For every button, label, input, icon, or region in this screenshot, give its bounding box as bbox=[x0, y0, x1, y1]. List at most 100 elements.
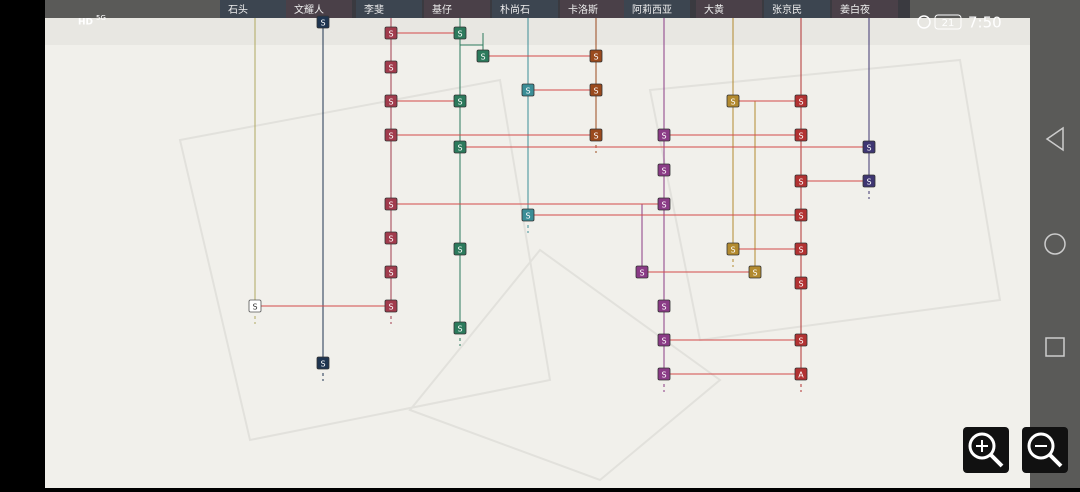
character-tab[interactable] bbox=[560, 0, 626, 18]
node-label: S bbox=[457, 144, 462, 153]
alarm-icon bbox=[917, 15, 931, 29]
node-label: S bbox=[457, 98, 462, 107]
story-node[interactable] bbox=[589, 49, 603, 63]
character-name: 李斐 bbox=[364, 3, 384, 16]
node-label: S bbox=[388, 64, 393, 73]
character-tab[interactable] bbox=[624, 0, 690, 18]
character-name: 阿莉西亚 bbox=[632, 4, 672, 16]
story-node[interactable] bbox=[384, 26, 398, 40]
story-node[interactable] bbox=[316, 15, 330, 29]
node-label: S bbox=[480, 53, 485, 62]
character-name: 姜白夜 bbox=[840, 3, 870, 16]
story-node[interactable] bbox=[453, 321, 467, 335]
node-label: S bbox=[388, 201, 393, 210]
node-label: S bbox=[593, 132, 598, 141]
character-tab[interactable] bbox=[832, 0, 898, 18]
story-node[interactable] bbox=[248, 299, 262, 313]
story-node[interactable] bbox=[384, 231, 398, 245]
story-node[interactable] bbox=[794, 128, 808, 142]
story-node[interactable] bbox=[384, 60, 398, 74]
nav-recent[interactable] bbox=[1045, 337, 1065, 357]
node-label: S bbox=[639, 269, 644, 278]
story-node[interactable] bbox=[453, 242, 467, 256]
story-node[interactable] bbox=[635, 265, 649, 279]
character-tab[interactable] bbox=[764, 0, 830, 18]
map-canvas bbox=[45, 45, 1030, 488]
story-node[interactable] bbox=[862, 174, 876, 188]
story-node[interactable] bbox=[794, 94, 808, 108]
story-node[interactable] bbox=[453, 94, 467, 108]
zoom-in[interactable] bbox=[963, 427, 1009, 473]
character-tab[interactable] bbox=[286, 0, 352, 18]
story-node[interactable] bbox=[726, 94, 740, 108]
story-node[interactable] bbox=[794, 367, 808, 381]
story-node[interactable] bbox=[316, 356, 330, 370]
node-label: S bbox=[798, 246, 803, 255]
node-label: S bbox=[798, 212, 803, 221]
node-label: S bbox=[388, 132, 393, 141]
node-label: S bbox=[593, 87, 598, 96]
node-label: S bbox=[866, 178, 871, 187]
story-node[interactable] bbox=[794, 276, 808, 290]
character-name: 朴尚石 bbox=[500, 3, 530, 16]
node-label: S bbox=[866, 144, 871, 153]
node-label: S bbox=[798, 337, 803, 346]
story-node[interactable] bbox=[384, 94, 398, 108]
node-label: S bbox=[752, 269, 757, 278]
story-node[interactable] bbox=[384, 299, 398, 313]
story-node[interactable] bbox=[657, 163, 671, 177]
story-node[interactable] bbox=[657, 299, 671, 313]
battery-level: 21 bbox=[942, 18, 955, 29]
character-tab[interactable] bbox=[424, 0, 490, 18]
node-label: S bbox=[457, 246, 462, 255]
node-label: S bbox=[457, 30, 462, 39]
story-node[interactable] bbox=[521, 83, 535, 97]
story-node[interactable] bbox=[657, 128, 671, 142]
story-node[interactable] bbox=[794, 333, 808, 347]
story-node[interactable] bbox=[384, 265, 398, 279]
hd-icon: HD bbox=[78, 18, 93, 28]
story-node[interactable] bbox=[657, 197, 671, 211]
node-label: S bbox=[388, 303, 393, 312]
story-node[interactable] bbox=[453, 26, 467, 40]
character-name: 张京民 bbox=[772, 3, 802, 16]
character-tab[interactable] bbox=[356, 0, 422, 18]
node-label: S bbox=[525, 212, 530, 221]
node-label: S bbox=[661, 132, 666, 141]
story-node[interactable] bbox=[476, 49, 490, 63]
story-node[interactable] bbox=[794, 242, 808, 256]
story-node[interactable] bbox=[748, 265, 762, 279]
node-label: S bbox=[457, 325, 462, 334]
story-node[interactable] bbox=[726, 242, 740, 256]
story-node[interactable] bbox=[384, 197, 398, 211]
story-node[interactable] bbox=[589, 128, 603, 142]
character-name: 基仔 bbox=[432, 3, 452, 16]
story-node[interactable] bbox=[794, 208, 808, 222]
story-node[interactable] bbox=[453, 140, 467, 154]
story-node[interactable] bbox=[384, 128, 398, 142]
node-label: S bbox=[388, 235, 393, 244]
zoom-out[interactable] bbox=[1022, 427, 1068, 473]
battery-icon bbox=[934, 14, 962, 30]
node-label: S bbox=[661, 337, 666, 346]
node-label: S bbox=[388, 98, 393, 107]
story-node[interactable] bbox=[862, 140, 876, 154]
story-node[interactable] bbox=[794, 174, 808, 188]
story-node[interactable] bbox=[589, 83, 603, 97]
nav-back[interactable] bbox=[1045, 126, 1064, 152]
node-label: S bbox=[730, 98, 735, 107]
character-name: 石头 bbox=[228, 4, 248, 16]
node-label: S bbox=[661, 201, 666, 210]
node-label: S bbox=[798, 98, 803, 107]
nav-home[interactable] bbox=[1044, 233, 1066, 255]
story-node[interactable] bbox=[521, 208, 535, 222]
story-node[interactable] bbox=[657, 367, 671, 381]
character-tab[interactable] bbox=[220, 0, 286, 18]
story-node[interactable] bbox=[657, 333, 671, 347]
node-label: S bbox=[525, 87, 530, 96]
character-tab[interactable] bbox=[492, 0, 558, 18]
character-tab[interactable] bbox=[696, 0, 762, 18]
character-name: 大黄 bbox=[704, 3, 724, 16]
node-label: S bbox=[320, 19, 325, 28]
